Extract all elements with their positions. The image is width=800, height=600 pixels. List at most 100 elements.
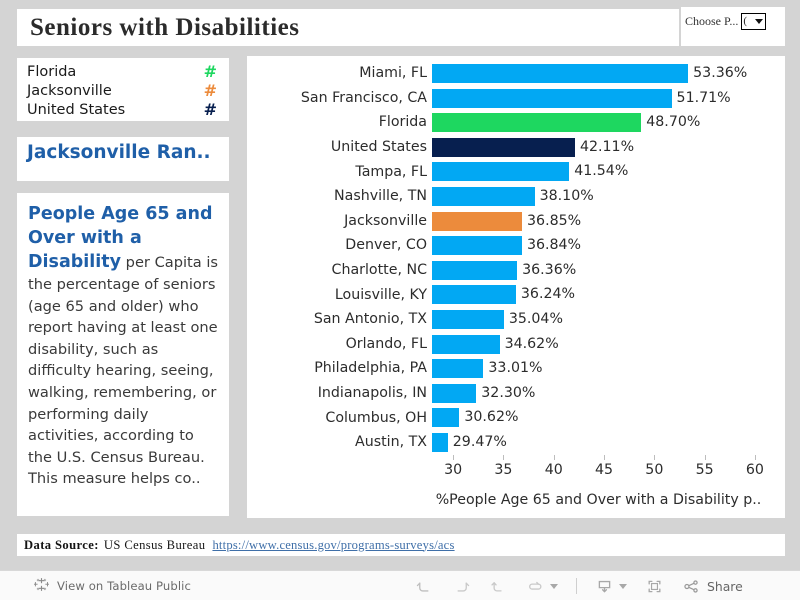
x-axis-tick (503, 455, 505, 460)
x-axis-tick-label: 50 (645, 462, 664, 478)
bar-rect[interactable] (432, 383, 477, 403)
chevron-down-icon (755, 18, 764, 24)
bar-category-label: Orlando, FL (345, 335, 427, 352)
bar-rect[interactable] (432, 260, 518, 280)
bar-row[interactable]: Nashville, TN 38.10% (247, 184, 785, 209)
data-source-label: Data Source: (24, 537, 99, 552)
bar-rect[interactable] (432, 162, 570, 182)
bar-row[interactable]: Columbus, OH 30.62% (247, 405, 785, 430)
bar-value-label: 51.71% (676, 89, 731, 106)
parameter-control[interactable]: Choose P... ( (681, 7, 785, 46)
undo-button[interactable] (415, 575, 434, 597)
bar-category-label: Florida (378, 114, 427, 131)
legend-item-label: Florida (27, 63, 77, 80)
bar-category-label: Denver, CO (345, 237, 427, 254)
bar-rect[interactable] (432, 64, 689, 83)
x-axis-title: %People Age 65 and Over with a Disabilit… (435, 492, 762, 508)
bar-row[interactable]: Denver, CO 36.84% (247, 233, 785, 258)
bar-rect[interactable] (432, 334, 500, 354)
bar-row[interactable]: Orlando, FL 34.62% (247, 332, 785, 357)
redo-button[interactable] (452, 575, 471, 597)
bar-row[interactable]: Florida 48.70% (247, 110, 785, 135)
bar-rect[interactable] (432, 88, 672, 108)
legend-item[interactable]: Florida # (17, 62, 229, 81)
toolbar-actions: Share (415, 575, 743, 597)
measure-description-heading: People Age 65 and Over with a Disability (28, 204, 213, 272)
bar-category-label: Louisville, KY (334, 286, 427, 303)
parameter-dropdown[interactable]: ( (741, 12, 767, 30)
bar-category-label: San Francisco, CA (300, 89, 427, 106)
bar-rect[interactable] (432, 137, 575, 157)
bar-rect[interactable] (432, 359, 484, 379)
parameter-label: Choose P... (685, 13, 739, 28)
bar-row[interactable]: Indianapolis, IN 32.30% (247, 381, 785, 406)
bar-row[interactable]: Austin, TX 29.47% (247, 430, 785, 455)
x-axis-tick-label: 40 (544, 462, 563, 478)
toolbar-divider (576, 578, 577, 594)
bar-value-label: 48.70% (646, 114, 701, 131)
bar-value-label: 36.36% (522, 261, 577, 278)
data-source-name: US Census Bureau (103, 537, 206, 552)
download-button[interactable] (595, 575, 627, 597)
fullscreen-button[interactable] (645, 575, 664, 597)
bar-category-label: Tampa, FL (355, 163, 427, 180)
bar-row[interactable]: San Francisco, CA 51.71% (247, 86, 785, 111)
bar-row[interactable]: United States 42.11% (247, 135, 785, 160)
legend-item-label: Jacksonville (27, 82, 112, 99)
x-axis-tick-label: 30 (444, 462, 463, 478)
bar-category-label: Indianapolis, IN (317, 385, 427, 402)
bar-category-label: Columbus, OH (325, 409, 427, 426)
data-source-link[interactable]: https://www.census.gov/programs-surveys/… (212, 537, 455, 552)
legend-swatch-hash-icon: # (203, 61, 217, 81)
x-axis: %People Age 65 and Over with a Disabilit… (247, 455, 785, 518)
bar-value-label: 36.85% (527, 212, 582, 229)
bar-rect[interactable] (432, 432, 448, 452)
measure-description-container: People Age 65 and Over with a Disability… (17, 193, 229, 516)
x-axis-tick (704, 455, 706, 460)
bar-rect[interactable] (432, 309, 504, 329)
share-icon (682, 575, 701, 597)
dashboard-title-container: Seniors with Disabilities (17, 9, 679, 46)
bar-category-label: Austin, TX (355, 434, 427, 451)
bar-row[interactable]: Louisville, KY 36.24% (247, 282, 785, 307)
tableau-toolbar: View on Tableau Public (0, 570, 800, 600)
x-axis-tick (654, 455, 656, 460)
bar-chart-panel[interactable]: Miami, FL 53.36% San Francisco, CA 51.71% Fl… (247, 56, 785, 518)
bar-rect[interactable] (432, 408, 460, 428)
bar-row[interactable]: Charlotte, NC 36.36% (247, 258, 785, 283)
bar-rect[interactable] (432, 186, 535, 206)
legend-item[interactable]: United States # (17, 100, 229, 119)
bar-row[interactable]: Tampa, FL 41.54% (247, 159, 785, 184)
view-on-tableau-public-button[interactable]: View on Tableau Public (33, 577, 191, 596)
bar-row[interactable]: San Antonio, TX 35.04% (247, 307, 785, 332)
legend-item[interactable]: Jacksonville # (17, 81, 229, 100)
bar-value-label: 32.30% (481, 384, 536, 401)
legend-swatch-hash-icon: # (203, 80, 217, 100)
bar-rect[interactable] (432, 285, 516, 305)
page-title: Seniors with Disabilities (30, 13, 300, 41)
bar-value-label: 33.01% (488, 360, 543, 377)
bar-rect[interactable] (432, 211, 523, 231)
chevron-down-icon (619, 583, 627, 589)
bar-category-label: San Antonio, TX (313, 311, 427, 328)
refresh-button[interactable] (526, 575, 558, 597)
bar-row[interactable]: Jacksonville 36.85% (247, 209, 785, 234)
measure-description: People Age 65 and Over with a Disability… (28, 202, 219, 490)
bar-value-label: 36.24% (520, 286, 576, 303)
legend-item-label: United States (27, 101, 126, 118)
bar-row[interactable]: Miami, FL 53.36% (247, 61, 785, 86)
bar-value-label: 41.54% (574, 163, 629, 180)
bar-rect[interactable] (432, 113, 642, 133)
x-axis-tick (604, 455, 606, 460)
bar-value-label: 34.62% (504, 335, 559, 352)
bar-value-label: 30.62% (464, 409, 519, 426)
view-on-tableau-public-label: View on Tableau Public (57, 579, 191, 593)
bar-category-label: Philadelphia, PA (314, 360, 427, 377)
share-button[interactable]: Share (682, 575, 743, 597)
color-legend[interactable]: Florida # Jacksonville # United States # (17, 58, 229, 121)
revert-button[interactable] (489, 575, 508, 597)
bar-rect[interactable] (432, 236, 522, 256)
bar-row[interactable]: Philadelphia, PA 33.01% (247, 356, 785, 381)
bar-category-label: Charlotte, NC (331, 262, 427, 279)
